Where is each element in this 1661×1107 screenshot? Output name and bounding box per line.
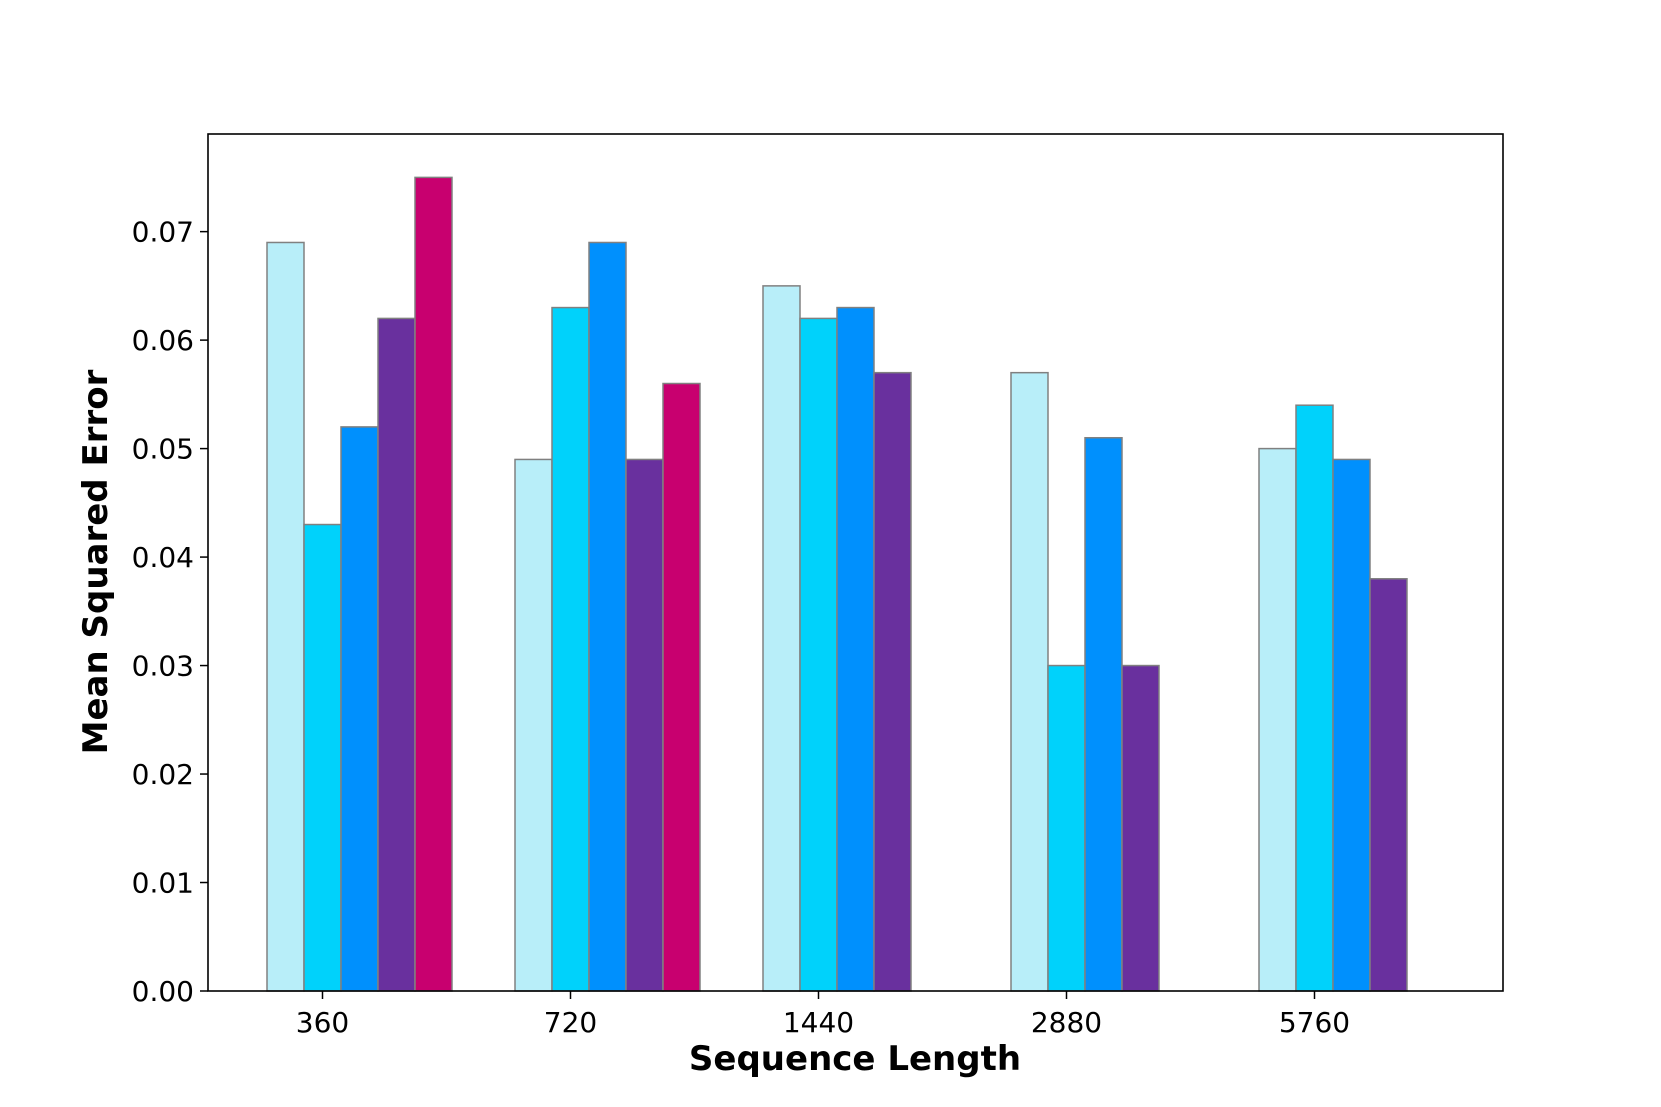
- x-tick-label: 1440: [783, 1006, 854, 1039]
- bar-1440-s1: [762, 285, 801, 992]
- bar-360-s3: [340, 426, 379, 992]
- bar-2880-s3: [1084, 436, 1123, 992]
- y-tick-label: 0.00: [132, 975, 194, 1008]
- bar-5760-s1: [1258, 447, 1297, 992]
- y-tick-label: 0.06: [132, 324, 194, 357]
- x-tick-label: 2880: [1031, 1006, 1102, 1039]
- bar-2880-s4: [1121, 664, 1160, 992]
- y-tick-label: 0.05: [132, 433, 194, 466]
- bar-1440-s2: [799, 317, 838, 992]
- y-tick-label: 0.03: [132, 650, 194, 683]
- x-tick-label: 360: [296, 1006, 349, 1039]
- plot-frame: [207, 133, 1504, 992]
- bar-360-s2: [303, 523, 342, 992]
- y-tick-label: 0.04: [132, 541, 194, 574]
- bar-720-s5: [662, 382, 701, 992]
- bar-360-s5: [414, 176, 453, 992]
- bar-360-s4: [377, 317, 416, 992]
- y-tick-label: 0.07: [132, 216, 194, 249]
- bar-360-s1: [266, 241, 305, 992]
- bar-1440-s4: [873, 371, 912, 992]
- bar-5760-s4: [1369, 578, 1408, 992]
- bar-1440-s3: [836, 306, 875, 992]
- bar-5760-s3: [1332, 458, 1371, 992]
- bars-group: [266, 176, 1408, 992]
- bar-2880-s2: [1047, 664, 1086, 992]
- y-axis: 0.00 0.01 0.02 0.03 0.04 0.05 0.06 0.07: [132, 216, 208, 1008]
- bar-720-s4: [625, 458, 664, 992]
- x-tick-label: 5760: [1279, 1006, 1350, 1039]
- x-axis: 360 720 1440 2880 5760: [296, 991, 1350, 1039]
- bar-720-s3: [588, 241, 627, 992]
- y-axis-label: Mean Squared Error: [76, 369, 116, 754]
- bar-2880-s1: [1010, 371, 1049, 992]
- bar-720-s1: [514, 458, 553, 992]
- y-tick-label: 0.01: [132, 867, 194, 900]
- bar-5760-s2: [1295, 404, 1334, 992]
- x-axis-label: Sequence Length: [689, 1039, 1021, 1079]
- y-tick-label: 0.02: [132, 758, 194, 791]
- bar-720-s2: [551, 306, 590, 992]
- x-tick-label: 720: [544, 1006, 597, 1039]
